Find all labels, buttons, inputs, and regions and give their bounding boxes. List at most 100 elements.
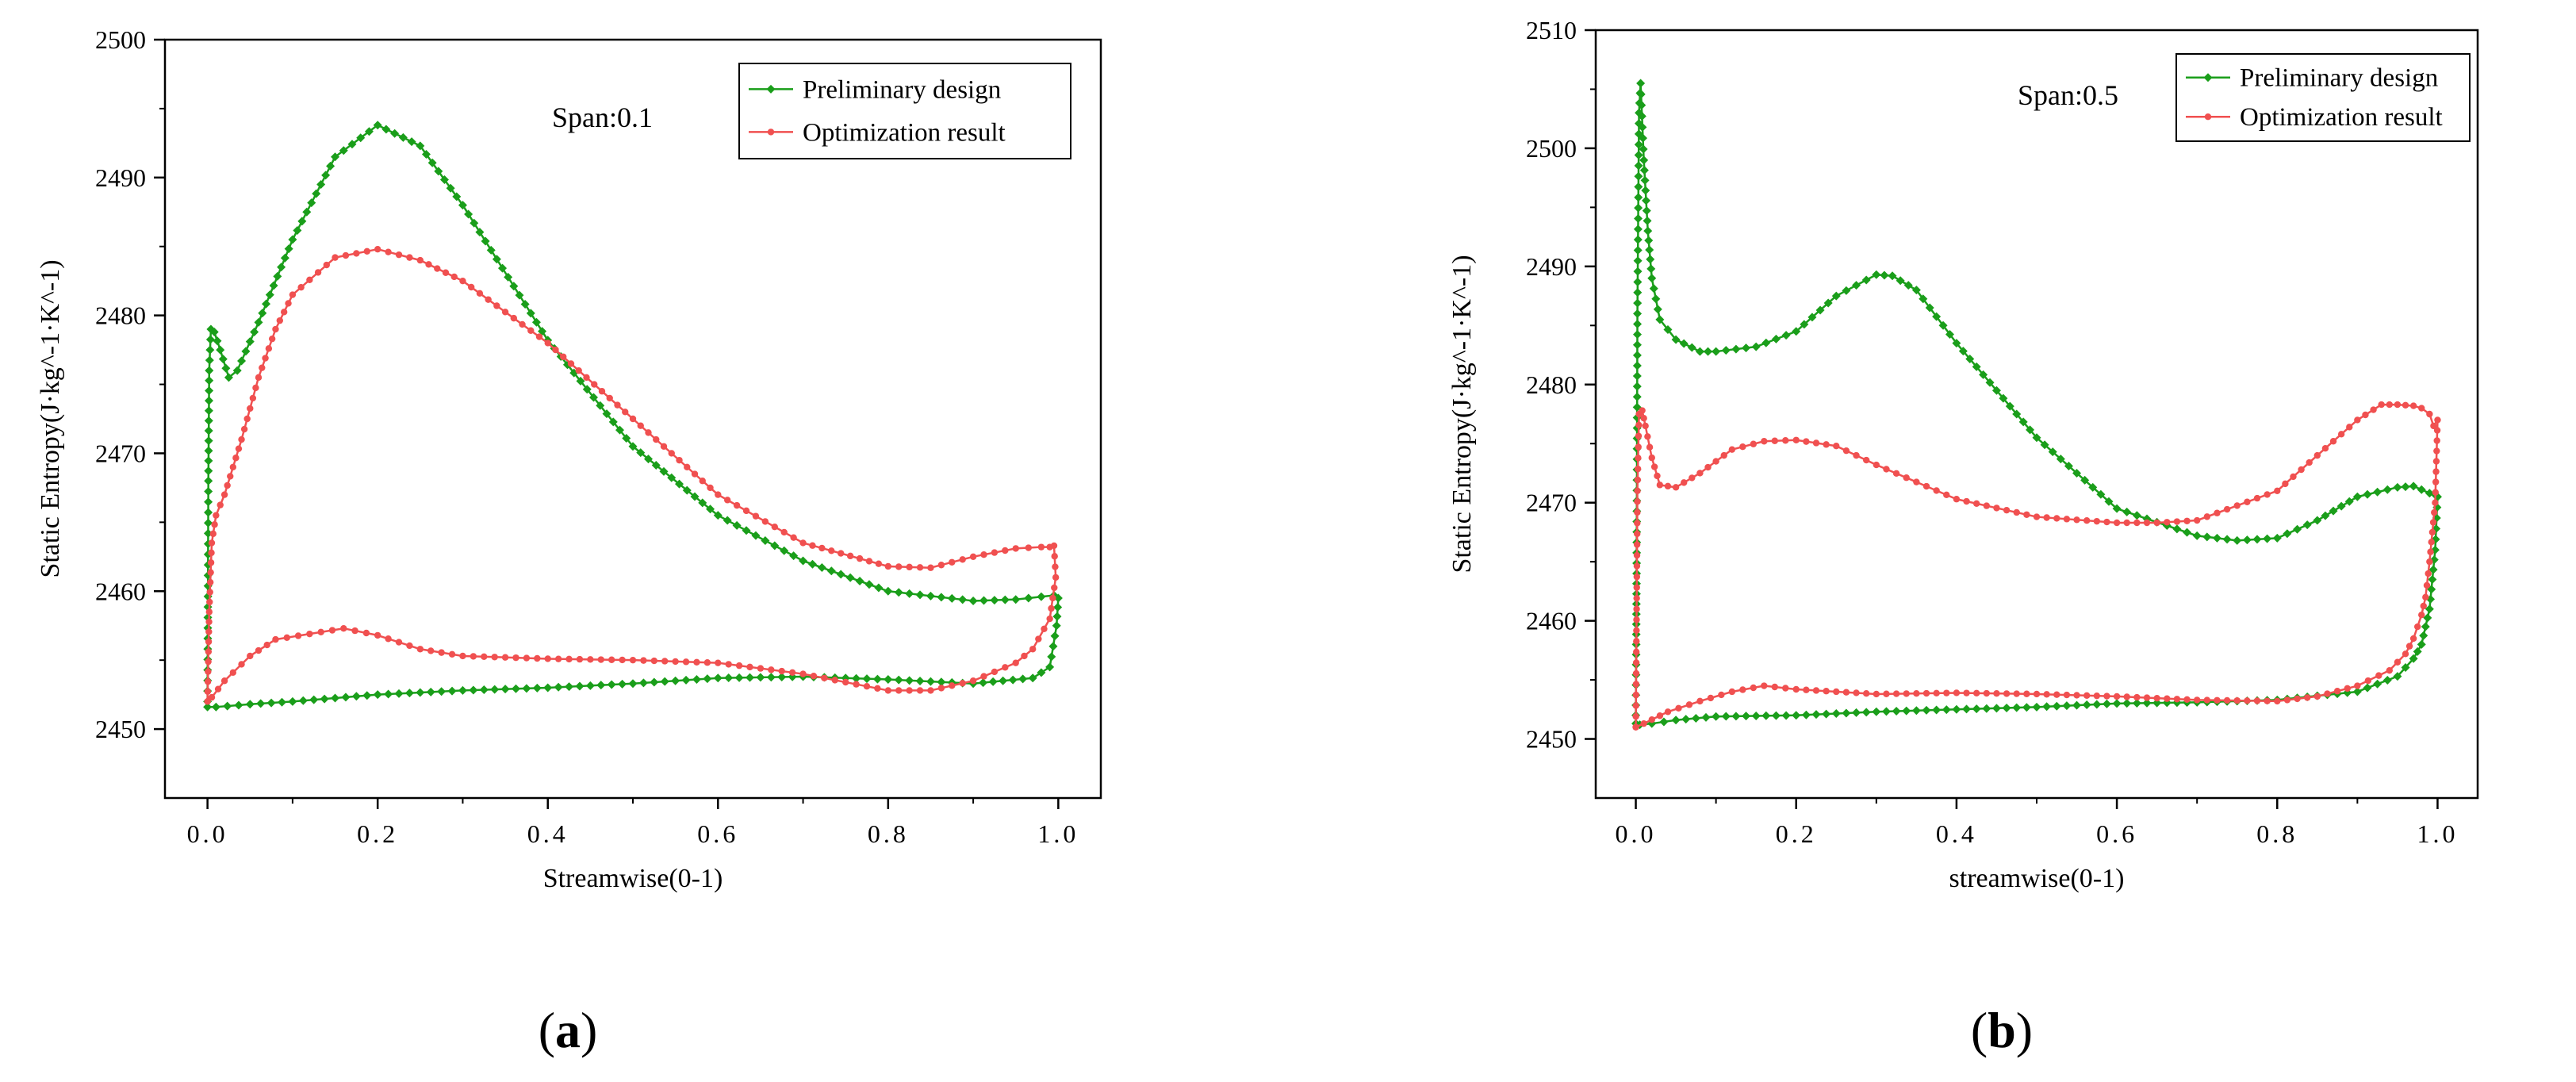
chart-a-data-point [606, 394, 613, 402]
chart-b-data-point [2321, 511, 2330, 520]
chart-a-data-point [227, 473, 234, 480]
chart-b-data-point [1632, 382, 1642, 391]
chart-a-data-point [450, 273, 458, 281]
chart-b-data-point [2033, 690, 2041, 698]
chart-a-data-point [328, 627, 336, 634]
chart-a-data-point [567, 360, 575, 367]
chart-a-data-point [235, 445, 243, 452]
chart-a-data-point [969, 553, 977, 561]
chart-b-data-point [1801, 710, 1811, 719]
chart-b-data-point [1643, 216, 1652, 225]
chart-a-data-point [597, 656, 604, 663]
chart-b-data-point [2413, 623, 2421, 631]
chart-b-data-point [2043, 691, 2050, 698]
chart-b-data-point [1938, 320, 1948, 330]
chart-b-data-point [1646, 255, 1655, 264]
chart-b-data-point [2142, 698, 2152, 708]
caption-b: (b) [1970, 1002, 2034, 1058]
chart-a-data-point [234, 700, 243, 710]
chart-a-data-point [841, 678, 849, 686]
chart-b-data-point [1635, 443, 1642, 451]
chart-a-data-point [288, 696, 297, 706]
chart-b-data-point [2290, 473, 2297, 481]
chart-b-data-point [2083, 517, 2091, 524]
chart-a-data-point [224, 482, 231, 489]
chart-b-data-point [1640, 415, 1647, 422]
chart-a-data-point [519, 320, 526, 328]
chart-a-data-point [723, 516, 732, 525]
chart-a-data-point [427, 647, 435, 654]
chart-a-data-point [434, 265, 441, 272]
chart-b-data-point [1781, 331, 1791, 340]
chart-b-data-point [1742, 343, 1751, 353]
chart-b-data-point [2113, 693, 2121, 700]
chart-b-data-point [2088, 482, 2098, 492]
chart-b-data-point [1671, 335, 1681, 344]
chart-a-data-point [362, 629, 370, 637]
chart-a-data-point [527, 327, 535, 334]
chart-b-data-point [1925, 303, 1934, 313]
chart-a-data-point [515, 290, 524, 300]
chart-a-data-point [232, 366, 242, 375]
chart-b-data-point [1655, 315, 1665, 324]
chart-a-data-point [1049, 594, 1056, 602]
chart-a-data-point [351, 627, 358, 635]
chart-b-data-point [2333, 688, 2341, 695]
chart-a-data-point [1052, 563, 1059, 570]
chart-a-data-point [206, 589, 213, 596]
chart-a-data-point [855, 577, 864, 586]
chart-a-data-point [205, 638, 213, 646]
chart-a-data-point [481, 653, 488, 661]
chart-a-data-point [937, 685, 945, 692]
chart-b-data-point [2425, 489, 2434, 498]
chart-b-data-point [1695, 347, 1704, 356]
chart-a-data-point [331, 152, 340, 162]
chart-a-data-point [622, 433, 631, 443]
chart-a-data-point [448, 650, 456, 658]
chart-b-data-point [2122, 507, 2132, 516]
chart-b-data-point [1862, 690, 1870, 697]
chart-a-data-point [894, 675, 903, 685]
chart-a-legend-marker [767, 129, 775, 136]
chart-b-data-point [2202, 532, 2212, 542]
chart-a-data-point [262, 299, 271, 309]
chart-b-data-point [2264, 697, 2271, 704]
chart-a-data-point [331, 693, 340, 703]
chart-b-data-point [2233, 502, 2241, 509]
chart-b-data-point [2005, 401, 2014, 411]
chart-a-data-point [258, 309, 267, 318]
chart-a-data-point [1002, 547, 1009, 554]
chart-b-data-point [2133, 693, 2141, 701]
chart-a-data-point [245, 337, 255, 347]
chart-b-data-point [1932, 312, 1942, 321]
chart-b-data-point [2263, 534, 2272, 543]
chart-b-data-point [2023, 511, 2030, 518]
chart-b-ytick-label: 2490 [1526, 252, 1577, 281]
chart-a-data-point [220, 491, 228, 498]
chart-a-data-point [884, 586, 893, 596]
chart-b-data-point [2003, 506, 2011, 514]
chart-b-data-point [2393, 672, 2402, 681]
chart-a-data-point [464, 209, 473, 219]
chart-b-data-point [1823, 688, 1830, 695]
chart-b-data-point [1953, 496, 1961, 503]
chart-a-data-point [321, 171, 331, 180]
chart-b-data-point [1972, 362, 1981, 371]
chart-a-data-point [314, 269, 322, 276]
chart-b-data-point [2104, 497, 2114, 506]
chart-a-data-point [247, 405, 254, 412]
chart-b-data-point [1633, 594, 1640, 602]
chart-b-data-point [1761, 711, 1771, 720]
chart-a-data-point [504, 272, 513, 282]
chart-b-data-point [1664, 482, 1672, 490]
chart-a-data-point [732, 520, 742, 530]
chart-a-data-point [1028, 673, 1037, 683]
chart-b-data-point [1632, 392, 1642, 401]
chart-a-data-point [265, 345, 273, 352]
chart-a-ytick-label: 2500 [95, 25, 146, 54]
chart-a-data-point [207, 569, 214, 576]
chart-a-data-point [682, 658, 690, 666]
chart-a-data-point [790, 534, 797, 541]
chart-a-data-point [671, 676, 680, 685]
chart-b-data-point [2413, 647, 2422, 656]
